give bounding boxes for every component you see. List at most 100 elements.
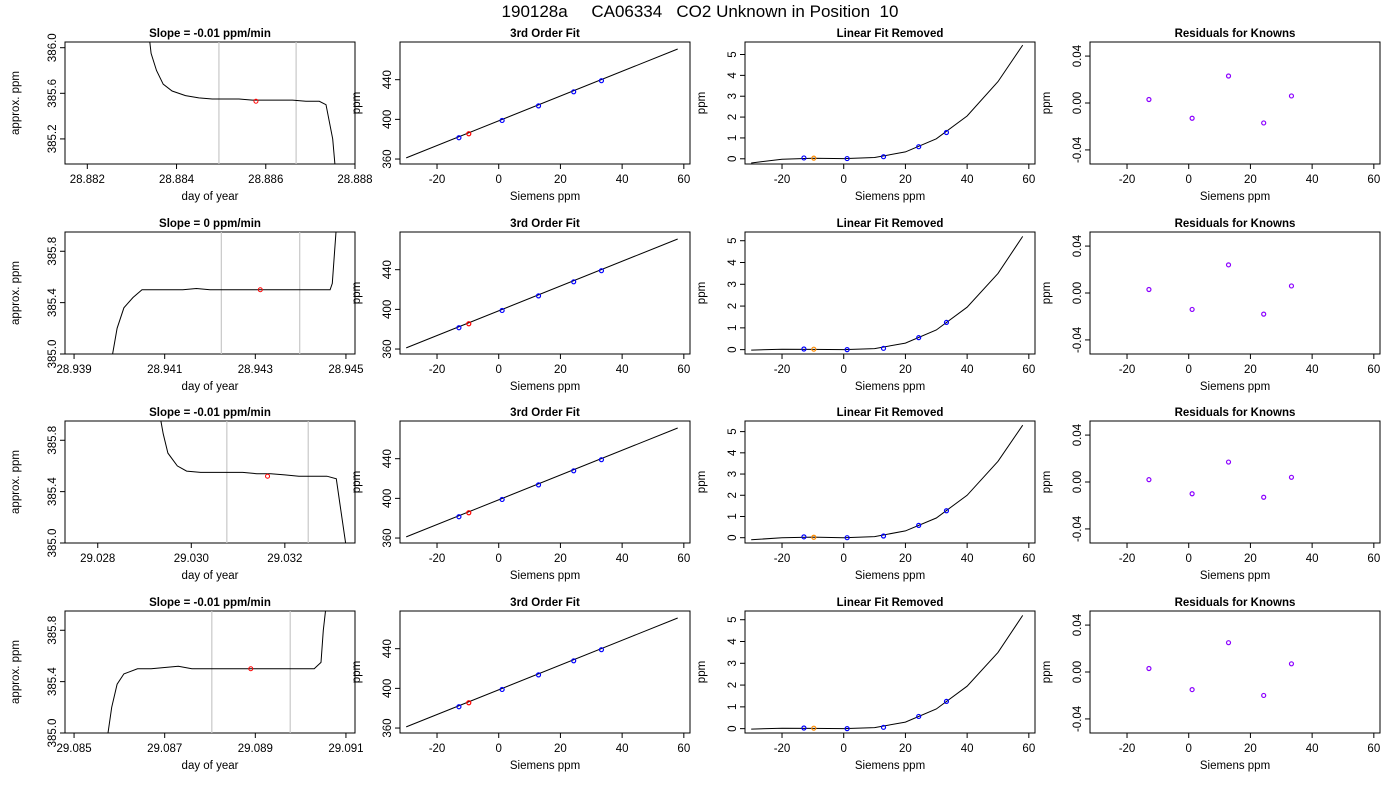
plot-frame	[1089, 231, 1381, 355]
y-tick-label: 2	[727, 114, 739, 120]
plot-area	[751, 236, 1024, 353]
residual-point	[1288, 283, 1295, 289]
known-standard-point	[801, 346, 807, 352]
page-title: 190128a CA06334 CO2 Unknown in Position …	[501, 2, 899, 21]
x-axis-label: Siemens ppm	[510, 381, 580, 393]
panel-3-3: Linear Fit Removed -20 0 20 40 60 0 1 2 3 4 5 Siemen…	[696, 407, 1036, 582]
y-tick-label: 0.00	[1072, 471, 1084, 493]
x-axis-label: Siemens ppm	[1200, 191, 1270, 203]
x-tick-label: 0	[496, 553, 502, 565]
fit-curve	[751, 236, 1024, 351]
panel-title: Residuals for Knowns	[1175, 28, 1296, 40]
x-tick-label: 20	[1244, 743, 1257, 755]
known-standard-point	[456, 325, 462, 331]
x-tick-label: 0	[841, 553, 847, 565]
y-tick-label: 1	[727, 513, 739, 519]
plot-frame	[1089, 41, 1381, 165]
y-axis-label: ppm	[696, 661, 708, 683]
panel-title: Linear Fit Removed	[837, 407, 944, 419]
residual-point	[1146, 665, 1152, 672]
y-tick-label: 360	[382, 718, 394, 737]
x-tick-label: 28.888	[337, 174, 372, 186]
x-tick-label: -20	[774, 364, 791, 376]
panel-title: Slope = 0 ppm/min	[159, 218, 261, 230]
y-tick-label: 385.0	[47, 340, 59, 369]
x-axis-label: Siemens ppm	[510, 760, 580, 772]
y-tick-label: 385.4	[47, 477, 59, 506]
x-tick-label: -20	[429, 743, 446, 755]
y-tick-label: 0.04	[1072, 423, 1084, 446]
x-tick-label: 28.882	[70, 174, 105, 186]
y-tick-label: 4	[727, 449, 739, 456]
y-tick-label: 0	[727, 534, 739, 540]
y-tick-label: 440	[382, 449, 394, 468]
x-tick-label: 0	[496, 174, 502, 186]
plot-frame	[1089, 420, 1381, 544]
x-tick-label: 40	[961, 364, 974, 376]
x-tick-label: -20	[429, 174, 446, 186]
unknown-sample-point	[466, 321, 472, 327]
x-tick-label: 60	[1367, 364, 1380, 376]
y-tick-label: 2	[727, 682, 739, 688]
y-tick-label: 400	[382, 679, 394, 698]
y-tick-label: 385.4	[47, 288, 59, 317]
fit-curve	[406, 48, 678, 159]
unknown-sample-point	[466, 131, 472, 137]
x-axis-label: day of year	[182, 381, 239, 393]
x-axis-label: Siemens ppm	[855, 570, 925, 582]
x-tick-label: 40	[1306, 553, 1319, 565]
panel-title: Slope = -0.01 ppm/min	[149, 407, 271, 419]
y-tick-label: 400	[382, 489, 394, 508]
known-standard-point	[535, 293, 542, 299]
residual-point	[1261, 120, 1267, 126]
y-tick-label: 385.4	[47, 667, 59, 696]
x-tick-label: 60	[1367, 553, 1380, 565]
y-tick-label: 0.04	[1072, 44, 1084, 67]
co2-trace-line	[149, 42, 336, 164]
known-standard-point	[571, 279, 577, 285]
known-standard-point	[499, 307, 505, 314]
x-tick-label: 28.884	[159, 174, 195, 186]
x-tick-label: -20	[1119, 553, 1136, 565]
y-axis-label: approx. ppm	[10, 450, 22, 514]
x-tick-label: -20	[774, 743, 791, 755]
plot-area	[406, 427, 678, 538]
known-standard-point	[598, 457, 605, 463]
x-tick-label: 29.028	[80, 553, 115, 565]
fit-curve	[751, 424, 1024, 541]
x-tick-label: -20	[774, 553, 791, 565]
x-axis-label: Siemens ppm	[855, 760, 925, 772]
unknown-sample-point	[811, 346, 817, 352]
residual-point	[1225, 73, 1232, 79]
y-axis-label: approx. ppm	[10, 71, 22, 135]
y-axis-label: ppm	[1041, 92, 1053, 114]
panel-title: 3rd Order Fit	[510, 218, 580, 230]
residual-point	[1225, 459, 1232, 465]
panel-4-2: 3rd Order Fit -20 0 20 40 60 360 400 440 Siemens …	[351, 597, 691, 772]
x-tick-label: 28.945	[328, 364, 363, 376]
y-tick-label: 3	[727, 93, 739, 99]
panel-4-4: Residuals for Knowns -20 0 20 40 60 -0.04 0.00 0…	[1041, 597, 1381, 772]
panel-4-3: Linear Fit Removed -20 0 20 40 60 0 1 2 3 4 5 Siemen…	[696, 597, 1036, 772]
unknown-sample-point	[466, 700, 472, 706]
known-standard-point	[916, 713, 922, 720]
x-axis-label: Siemens ppm	[1200, 760, 1270, 772]
y-axis-label: ppm	[1041, 471, 1053, 493]
x-axis-label: Siemens ppm	[855, 381, 925, 393]
y-axis-label: ppm	[351, 92, 363, 114]
y-tick-label: 0.00	[1072, 282, 1084, 304]
panel-2-4: Residuals for Knowns -20 0 20 40 60 -0.04 0.00 0…	[1041, 218, 1381, 393]
x-tick-label: -20	[429, 364, 446, 376]
y-tick-label: 400	[382, 300, 394, 319]
unknown-sample-point	[811, 534, 817, 540]
x-tick-label: 40	[616, 743, 629, 755]
co2-trace-line	[107, 611, 326, 733]
x-tick-label: 29.091	[328, 743, 363, 755]
co2-trace-line	[160, 421, 347, 543]
fit-curve	[751, 615, 1024, 730]
known-standard-point	[844, 535, 850, 541]
residual-point	[1189, 115, 1195, 121]
known-standard-point	[943, 508, 950, 514]
panel-2-1: Slope = 0 ppm/min 28.939 28.941 28.943 28.94…	[10, 218, 364, 393]
